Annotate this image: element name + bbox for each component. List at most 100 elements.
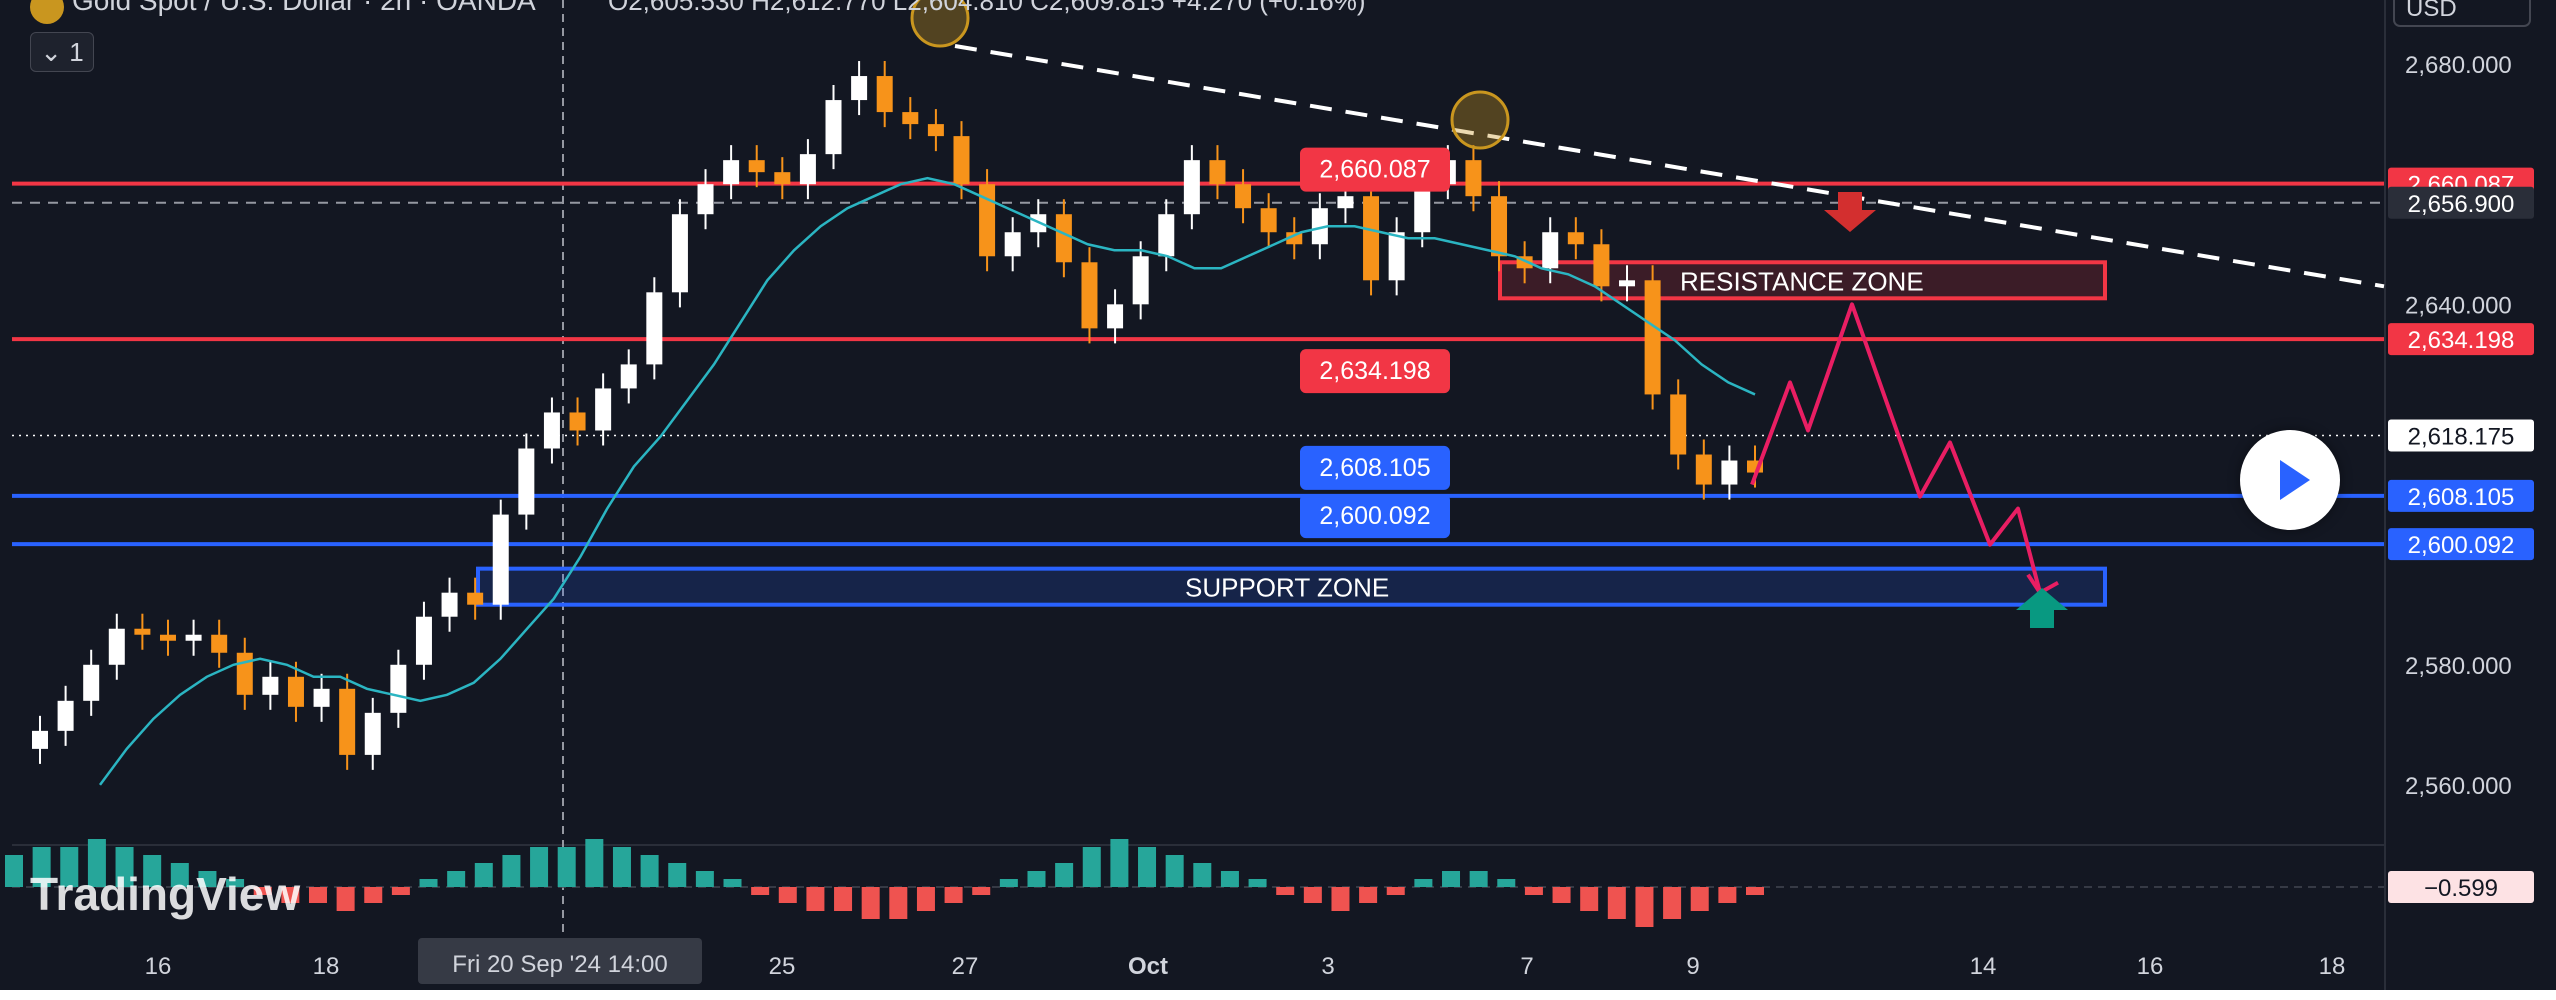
projection-path[interactable] — [1750, 302, 2042, 594]
macd-histogram-bar — [1746, 887, 1764, 895]
macd-histogram-bar — [364, 887, 383, 903]
candle-body — [32, 730, 48, 749]
macd-histogram-bar — [143, 855, 162, 887]
candle-body — [1235, 184, 1252, 209]
candle-body — [748, 160, 765, 173]
candle-body — [876, 76, 893, 113]
macd-histogram-bar — [391, 887, 410, 895]
macd-histogram-bar — [1359, 887, 1378, 903]
candle-body — [83, 664, 100, 701]
x-tick-label: 16 — [2137, 953, 2164, 980]
x-tick-label: 9 — [1686, 953, 1699, 980]
ema-line — [98, 176, 1756, 786]
candle-body — [1286, 232, 1303, 245]
candle-body — [1542, 232, 1559, 269]
macd-histogram-bar — [60, 847, 79, 887]
x-tick-label: 18 — [313, 953, 340, 980]
level-price-tag[interactable] — [1300, 349, 1450, 394]
descending-trendline[interactable] — [954, 44, 2385, 289]
candle-body — [339, 688, 356, 755]
candle-body — [1465, 160, 1482, 197]
resistance-zone-label: RESISTANCE ZONE — [1680, 266, 1924, 296]
price-axis-badge-text: 2,634.198 — [2408, 327, 2515, 354]
x-tick-label: 14 — [1970, 953, 1997, 980]
candle-body — [211, 634, 228, 653]
macd-histogram-bar — [944, 887, 963, 903]
candle-body — [1388, 232, 1405, 281]
x-tick-label: 7 — [1520, 953, 1533, 980]
macd-histogram-bar — [778, 887, 797, 903]
candle-body — [671, 214, 688, 293]
candle-body — [1055, 214, 1072, 263]
macd-histogram-bar — [1524, 887, 1543, 895]
candle-body — [1209, 160, 1226, 185]
price-axis-badge-text: 2,600.092 — [2408, 532, 2515, 559]
price-axis-badge-text: 2,656.900 — [2408, 191, 2515, 218]
level-price-tag-text: 2,608.105 — [1319, 454, 1430, 482]
candle-body — [569, 412, 586, 431]
support-zone-box[interactable] — [476, 566, 2107, 607]
macd-histogram-bar — [972, 887, 991, 895]
ohlc-readout: O2,605.530 H2,612.770 L2,604.810 C2,609.… — [608, 0, 1366, 16]
macd-histogram-bar — [1248, 879, 1267, 887]
x-tick-label: 16 — [145, 953, 172, 980]
tradingview-logo: TradingView — [30, 868, 300, 920]
candle-body — [620, 364, 637, 389]
currency-label: USD — [2406, 0, 2457, 22]
price-axis-badge — [2388, 528, 2534, 561]
macd-histogram-bar — [87, 839, 106, 887]
macd-histogram-bar — [447, 871, 466, 887]
price-axis-badge — [2388, 419, 2534, 452]
crosshair-time-text: Fri 20 Sep '24 14:00 — [452, 951, 667, 978]
macd-histogram-bar — [336, 887, 355, 911]
candle-body — [1619, 280, 1636, 287]
currency-box[interactable] — [2393, 0, 2531, 27]
candle-body — [1311, 208, 1328, 245]
macd-histogram-bar — [723, 879, 742, 887]
buy-arrow-icon — [2016, 588, 2068, 628]
macd-histogram-bar — [1386, 887, 1405, 895]
level-price-tag[interactable] — [1300, 147, 1450, 192]
candle-body — [415, 616, 432, 665]
macd-histogram-bar — [806, 887, 825, 911]
support-zone-label: SUPPORT ZONE — [1185, 573, 1389, 603]
macd-value-badge — [2388, 871, 2534, 903]
candle-body — [1721, 460, 1738, 485]
candle-body — [799, 154, 816, 185]
bottom-frame — [0, 990, 2556, 1000]
y-tick-label: 2,680.000 — [2405, 52, 2512, 79]
candle-body — [108, 628, 125, 665]
symbol-title: Gold Spot / U.S. Dollar · 2h · OANDA — [72, 0, 536, 16]
macd-histogram-bar — [1082, 847, 1101, 887]
level-price-tag[interactable] — [1300, 445, 1450, 490]
macd-histogram-bar — [640, 855, 659, 887]
macd-histogram-bar — [557, 847, 576, 887]
candle-body — [1567, 232, 1584, 245]
level-price-tag[interactable] — [1300, 494, 1450, 539]
candle-body — [902, 112, 919, 125]
macd-histogram-bar — [999, 879, 1018, 887]
macd-histogram-bar — [170, 863, 189, 887]
swing-high-marker — [1450, 90, 1510, 150]
candle-body — [1670, 394, 1687, 455]
candle-body — [364, 712, 381, 755]
candle-body — [1183, 160, 1200, 215]
macd-histogram-bar — [1303, 887, 1322, 903]
macd-histogram-bar — [530, 847, 549, 887]
macd-value-text: −0.599 — [2424, 875, 2498, 902]
y-tick-label: 2,640.000 — [2405, 292, 2512, 319]
crosshair-time-badge — [418, 938, 702, 984]
macd-histogram-bar — [1690, 887, 1709, 911]
macd-histogram-bar — [1165, 855, 1184, 887]
interval-collapse-button[interactable]: ⌄ 1 — [30, 32, 94, 72]
candle-body — [1107, 304, 1124, 329]
candle-body — [825, 100, 842, 155]
replay-play-button[interactable] — [2240, 430, 2340, 530]
candle-body — [1004, 232, 1021, 257]
candle-body — [1158, 214, 1175, 257]
candle-body — [927, 124, 944, 137]
candle-body — [953, 136, 970, 185]
